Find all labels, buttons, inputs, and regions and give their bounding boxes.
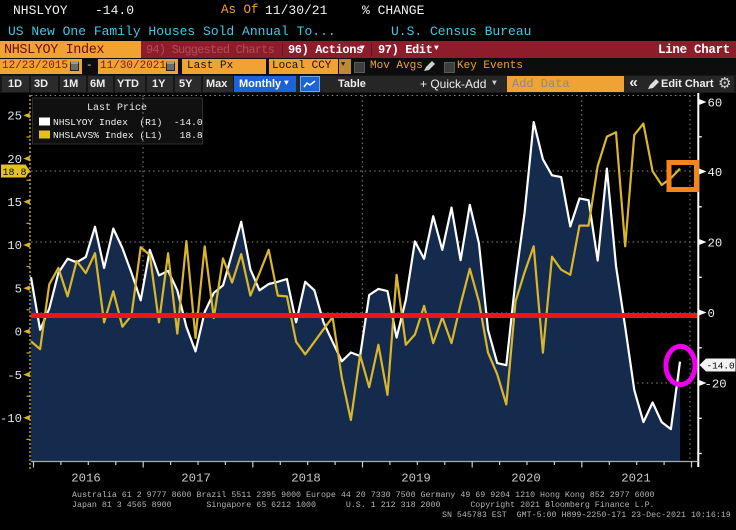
svg-text:-10: -10 xyxy=(0,412,22,426)
svg-text:5: 5 xyxy=(15,282,22,296)
svg-text:-20: -20 xyxy=(705,377,727,391)
svg-text:0: 0 xyxy=(15,326,22,340)
svg-text:20: 20 xyxy=(7,153,22,167)
svg-text:NHSLAVS% Index (L1) 18.8: NHSLAVS% Index (L1) 18.8 xyxy=(53,130,203,141)
svg-text:-5: -5 xyxy=(7,369,22,383)
svg-text:NHSLYOY Index (R1) -14.0: NHSLYOY Index (R1) -14.0 xyxy=(53,117,203,128)
svg-text:2020: 2020 xyxy=(511,472,541,486)
svg-text:Last Price: Last Price xyxy=(87,102,147,114)
svg-text:25: 25 xyxy=(7,110,22,124)
svg-text:20: 20 xyxy=(708,236,723,250)
svg-text:-14.0: -14.0 xyxy=(707,361,736,372)
svg-text:2018: 2018 xyxy=(291,472,321,486)
svg-text:0: 0 xyxy=(708,307,715,321)
svg-text:60: 60 xyxy=(708,96,723,110)
svg-text:2019: 2019 xyxy=(401,472,431,486)
svg-text:10: 10 xyxy=(7,239,22,253)
svg-text:15: 15 xyxy=(7,196,22,210)
svg-text:2016: 2016 xyxy=(71,472,101,486)
svg-text:18.8: 18.8 xyxy=(3,168,27,179)
svg-text:40: 40 xyxy=(708,166,723,180)
svg-text:2021: 2021 xyxy=(621,472,651,486)
svg-text:2017: 2017 xyxy=(181,472,211,486)
